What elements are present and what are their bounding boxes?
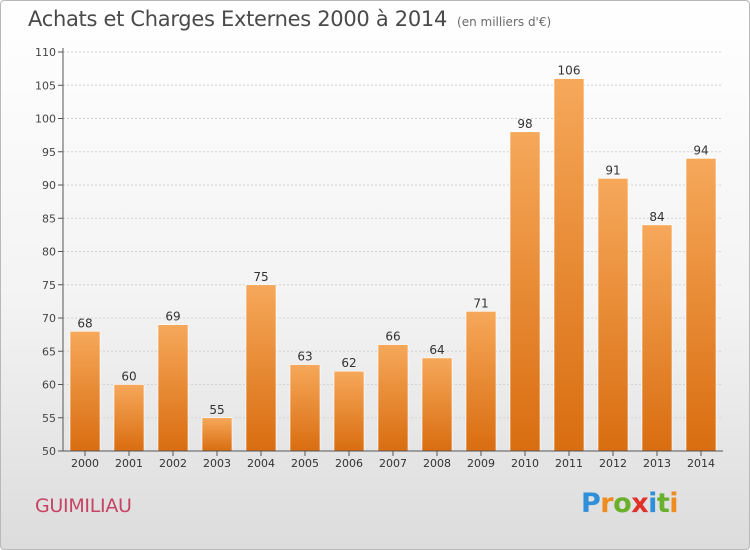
- bar: [113, 384, 145, 452]
- bar: [421, 357, 453, 452]
- bar: [641, 224, 673, 452]
- y-tick-label: 85: [42, 212, 56, 225]
- y-tick-label: 70: [42, 312, 56, 325]
- y-tick-label: 80: [42, 246, 56, 259]
- bars-layer: [69, 78, 717, 452]
- bar: [245, 284, 277, 452]
- x-tick-label: 2002: [159, 457, 187, 470]
- y-tick-label: 100: [35, 113, 56, 126]
- data-label: 62: [341, 356, 356, 370]
- bar: [201, 417, 233, 452]
- y-tick-label: 95: [42, 146, 56, 159]
- bar: [333, 370, 365, 452]
- data-label: 71: [473, 296, 488, 310]
- data-label: 75: [253, 270, 268, 284]
- y-tick-label: 55: [42, 412, 56, 425]
- chart-title-text: Achats et Charges Externes 2000 à 2014: [28, 7, 448, 31]
- x-tick-label: 2011: [555, 457, 583, 470]
- y-tick-label: 60: [42, 379, 56, 392]
- bar: [289, 364, 321, 452]
- x-tick-label: 2005: [291, 457, 319, 470]
- data-label: 106: [558, 64, 581, 78]
- data-label: 55: [209, 403, 224, 417]
- x-tick-label: 2010: [511, 457, 539, 470]
- x-tick-label: 2004: [247, 457, 275, 470]
- bar: [597, 178, 629, 452]
- chart-title: Achats et Charges Externes 2000 à 2014 (e…: [28, 7, 551, 31]
- y-tick-label: 50: [42, 445, 56, 458]
- x-tick-label: 2007: [379, 457, 407, 470]
- x-tick-label: 2001: [115, 457, 143, 470]
- bar: [465, 311, 497, 452]
- data-label: 94: [693, 143, 708, 157]
- bar: [157, 324, 189, 452]
- x-tick-label: 2008: [423, 457, 451, 470]
- data-label: 63: [297, 350, 312, 364]
- data-label: 66: [385, 330, 400, 344]
- chart-unit: (en milliers d'€): [457, 15, 552, 29]
- bar: [685, 158, 717, 452]
- data-label: 60: [121, 370, 136, 384]
- axis-layer: 50 55 60 65 70 75 80 85 90 95 100 105 110 2000 2001 200…: [35, 46, 723, 470]
- x-tick-label: 2014: [687, 457, 715, 470]
- commune-name: GUIMILIAU: [35, 495, 132, 517]
- x-tick-label: 2012: [599, 457, 627, 470]
- y-tick-label: 90: [42, 179, 56, 192]
- bar: [509, 131, 541, 452]
- proxiti-logo: Proxiti: [581, 488, 679, 519]
- y-tick-label: 105: [35, 79, 56, 92]
- y-tick-label: 110: [35, 46, 56, 59]
- data-label: 84: [649, 210, 664, 224]
- x-tick-label: 2000: [71, 457, 99, 470]
- data-label: 98: [517, 117, 532, 131]
- bar: [553, 78, 585, 452]
- y-tick-label: 65: [42, 345, 56, 358]
- data-labels-layer: 68 60 69 55 75 63 62 66 64 71 98 106 91 84 94: [77, 64, 708, 417]
- y-tick-label: 75: [42, 279, 56, 292]
- data-label: 68: [77, 316, 92, 330]
- x-tick-label: 2003: [203, 457, 231, 470]
- bar: [377, 344, 409, 452]
- data-label: 91: [605, 163, 620, 177]
- data-label: 64: [429, 343, 444, 357]
- bar: [69, 330, 101, 452]
- data-label: 69: [165, 310, 180, 324]
- x-tick-label: 2009: [467, 457, 495, 470]
- x-tick-label: 2013: [643, 457, 671, 470]
- x-tick-label: 2006: [335, 457, 363, 470]
